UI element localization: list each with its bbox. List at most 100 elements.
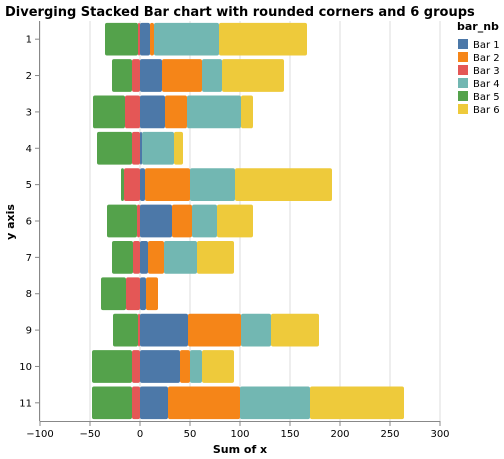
bar-segment	[140, 204, 172, 238]
bar-segment	[188, 313, 241, 347]
bar-segment	[202, 350, 234, 383]
bar-segment	[140, 313, 188, 347]
bar-segment	[138, 313, 140, 347]
bar-segment	[310, 386, 404, 420]
bar-segment	[124, 168, 140, 201]
legend-swatch	[458, 104, 468, 114]
y-tick-label: 2	[26, 71, 32, 82]
legend-label: Bar 1	[473, 40, 500, 51]
bar-segment	[172, 204, 192, 238]
bar-segment	[235, 168, 332, 201]
legend-label: Bar 5	[473, 92, 500, 103]
y-tick-label: 9	[26, 326, 32, 337]
x-tick-label: 100	[230, 429, 249, 440]
bar-segment	[187, 95, 241, 129]
legend: bar_nb Bar 1 Bar 2 Bar 3 Bar 4 Bar 5 Bar 6	[457, 20, 500, 116]
bar-segment	[92, 350, 132, 383]
bar-segment	[101, 277, 126, 311]
y-tick-label: 11	[19, 398, 32, 409]
bar-segment	[164, 241, 197, 274]
bar-segment	[165, 95, 187, 129]
x-tick-label: 250	[380, 429, 399, 440]
bar-segment	[150, 22, 154, 56]
x-tick-label: 150	[280, 429, 299, 440]
legend-swatch	[458, 39, 468, 49]
legend-label: Bar 3	[473, 66, 500, 77]
x-tick-label: 50	[184, 429, 197, 440]
bar-segment	[140, 168, 145, 201]
bar-segment	[133, 241, 140, 274]
bar-segment	[121, 168, 124, 201]
bar-segment	[217, 204, 253, 238]
bar-segment	[168, 386, 240, 420]
legend-swatch	[458, 91, 468, 101]
bar-segment	[105, 22, 138, 56]
bar-segment	[271, 313, 319, 347]
legend-label: Bar 4	[473, 79, 500, 90]
legend-label: Bar 6	[473, 105, 500, 116]
y-axis-title: y axis	[4, 204, 17, 240]
bar-segment	[140, 386, 168, 420]
bar-segment	[162, 59, 202, 92]
bar-segment	[140, 277, 146, 311]
x-tick-label: −100	[26, 429, 53, 440]
bar-segment	[145, 168, 190, 201]
bar-segment	[241, 313, 271, 347]
bar-segment	[113, 313, 138, 347]
bar-segment	[146, 277, 158, 311]
bar-segment	[140, 59, 162, 92]
bar-segment	[219, 22, 307, 56]
bar-segment	[140, 95, 165, 129]
bar-segment	[92, 386, 132, 420]
bar-segment	[132, 350, 140, 383]
legend-swatch	[458, 52, 468, 62]
x-tick-label: −50	[79, 429, 100, 440]
bar-segment	[132, 131, 140, 165]
y-tick-label: 8	[26, 289, 32, 300]
bar-segment	[142, 131, 174, 165]
bar-segment	[192, 204, 217, 238]
x-axis-title: Sum of x	[213, 443, 267, 456]
bar-segment	[240, 386, 310, 420]
bar-segment	[112, 59, 132, 92]
y-tick-label: 6	[26, 217, 32, 228]
x-tick-label: 300	[430, 429, 449, 440]
bar-segment	[97, 131, 132, 165]
x-tick-label: 200	[330, 429, 349, 440]
y-tick-label: 4	[26, 144, 32, 155]
bar-segment	[132, 59, 140, 92]
bar-segment	[140, 22, 150, 56]
bar-segment	[126, 277, 140, 311]
plot-area: −100 −50 0 50 100 150 200 250 300 1 2 3 4 5 6 7 8 9 10 11	[19, 21, 450, 440]
x-tick-label: 0	[137, 429, 143, 440]
bar-segment	[180, 350, 190, 383]
bar-segment	[138, 22, 140, 56]
bar-segment	[197, 241, 234, 274]
legend-swatch	[458, 78, 468, 88]
bar-segment	[107, 204, 137, 238]
bar-segment	[112, 241, 133, 274]
y-tick-label: 10	[19, 362, 32, 373]
bar-segment	[140, 131, 142, 165]
bar-segment	[190, 350, 202, 383]
y-tick-label: 7	[26, 253, 32, 264]
bar-segment	[190, 168, 235, 201]
y-tick-label: 1	[26, 35, 32, 46]
y-tick-label: 3	[26, 107, 32, 118]
bar-segment	[148, 241, 164, 274]
bar-segment	[137, 204, 140, 238]
bar-segment	[222, 59, 284, 92]
legend-title: bar_nb	[457, 20, 499, 33]
legend-label: Bar 2	[473, 53, 500, 64]
bar-segment	[202, 59, 222, 92]
bar-segment	[132, 386, 140, 420]
bar-segment	[174, 131, 183, 165]
bar-segment	[154, 22, 219, 56]
chart-title: Diverging Stacked Bar chart with rounded…	[5, 5, 475, 20]
bar-segment	[125, 95, 140, 129]
bar-segment	[93, 95, 125, 129]
legend-swatch	[458, 65, 468, 75]
bar-segment	[140, 241, 148, 274]
bar-segment	[140, 350, 180, 383]
